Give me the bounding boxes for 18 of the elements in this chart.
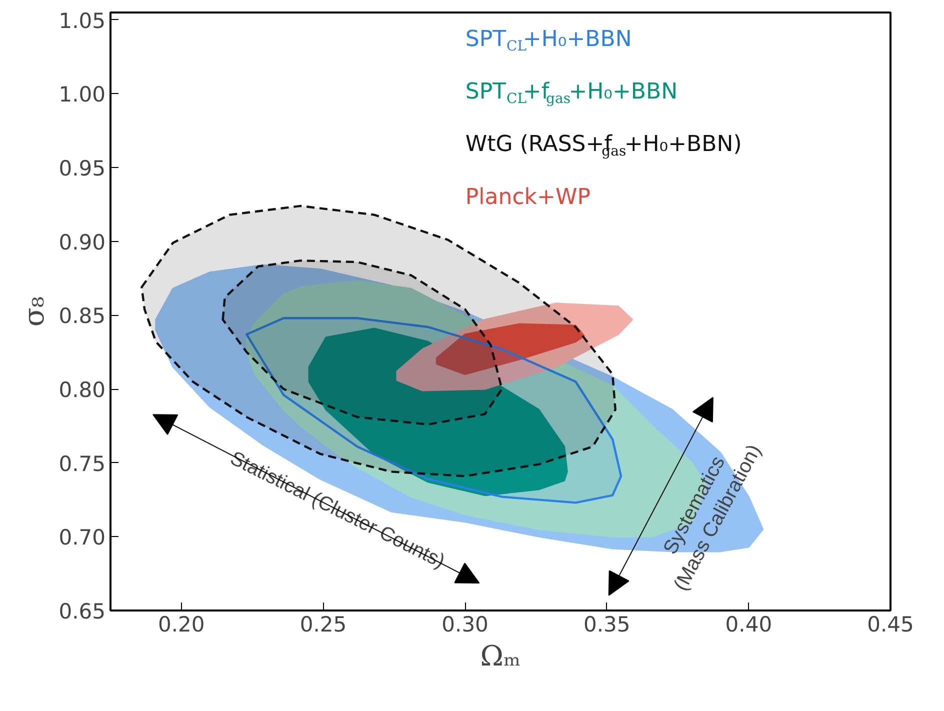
x-axis-title: Ωₘ (480, 640, 521, 672)
y-tick-label: 1.05 (58, 8, 106, 33)
y-tick-label: 0.75 (58, 452, 106, 476)
x-tick-label: 0.20 (158, 612, 205, 636)
x-tick-label: 0.35 (583, 612, 630, 636)
y-axis-title: σ₈ (18, 296, 51, 327)
x-tick-label: 0.25 (300, 612, 347, 636)
y-tick-label: 0.65 (58, 600, 106, 624)
x-tick-label: 0.30 (442, 612, 488, 636)
x-tick-label: 0.40 (725, 612, 772, 636)
y-tick-label: 1.00 (58, 82, 106, 107)
x-tick-label: 0.45 (867, 612, 914, 636)
text: Planck+WP (465, 184, 590, 210)
y-tick-label: 0.85 (58, 304, 106, 328)
y-tick-label: 0.70 (58, 526, 106, 550)
y-tick-label: 0.95 (58, 156, 106, 181)
y-tick-label: 0.90 (58, 230, 106, 254)
y-tick-label: 0.80 (58, 378, 106, 402)
